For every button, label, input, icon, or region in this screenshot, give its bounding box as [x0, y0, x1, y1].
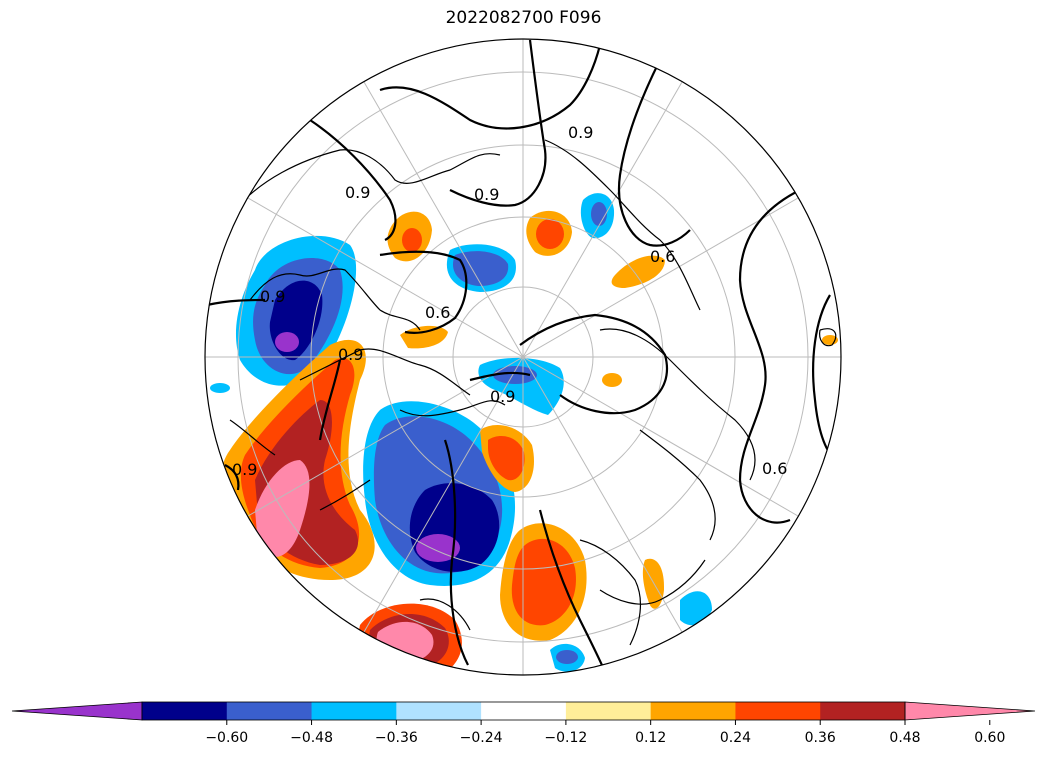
colorbar-tick-label: 0.24: [720, 730, 751, 746]
positive-anomaly-region: [402, 228, 422, 252]
colorbar-tick-label: −0.24: [460, 730, 503, 746]
negative-anomaly-region: [210, 383, 230, 393]
contour-label: 0.9: [345, 183, 370, 202]
colorbar-segment: [311, 702, 397, 720]
colorbar-tick-label: −0.36: [375, 730, 418, 746]
colorbar-tick-label: 0.60: [974, 730, 1005, 746]
colorbar-segment: [820, 702, 906, 720]
colorbar-tick-label: −0.12: [544, 730, 587, 746]
colorbar-segment: [481, 702, 567, 720]
colorbar-ticks: −0.60 −0.48 −0.36 −0.24 −0.12 0.12 0.24 0.36 0.4…: [205, 720, 1005, 746]
positive-anomaly-region: [611, 255, 665, 288]
contour-label: 0.9: [338, 345, 363, 364]
contour-label: 0.6: [425, 303, 450, 322]
positive-anomaly-region: [536, 219, 564, 249]
polar-map: 0.9 0.9 0.6 0.9 0.9 0.6 0.6 0.9 0.9 0.9: [204, 38, 842, 676]
extreme-positive-region: [376, 621, 434, 662]
colorbar-tick-label: 0.12: [635, 730, 666, 746]
positive-anomaly-region: [488, 436, 525, 481]
colorbar-outline: [141, 701, 906, 721]
extreme-negative-region: [275, 332, 299, 352]
colorbar-tick-label: −0.48: [290, 730, 333, 746]
colorbar-segment: [735, 702, 821, 720]
graticule: [205, 39, 841, 675]
contour-label: 0.6: [762, 459, 787, 478]
negative-anomaly-region: [680, 591, 712, 626]
positive-anomaly-region: [400, 325, 448, 349]
positive-anomaly-region: [602, 373, 622, 387]
negative-anomaly-region: [493, 366, 537, 384]
colorbar-segment: [226, 702, 313, 720]
extreme-negative-region: [416, 534, 460, 562]
contour-label: 0.9: [474, 185, 499, 204]
colorbar-segments: [11, 701, 1036, 721]
anomaly-shading: [210, 193, 838, 675]
colorbar-segment: [650, 702, 736, 720]
contour-lines: [206, 39, 836, 673]
extreme-positive-region: [255, 460, 310, 557]
colorbar-segment: [396, 702, 482, 720]
positive-anomaly-region: [511, 538, 576, 626]
colorbar-segment: [565, 702, 652, 720]
colorbar-extend-low: [11, 701, 143, 721]
map-boundary: [204, 38, 842, 676]
contour-label: 0.9: [232, 460, 257, 479]
map-disk: 0.9 0.9 0.6 0.9 0.9 0.6 0.6 0.9 0.9 0.9: [205, 39, 841, 675]
colorbar-tick-label: 0.36: [805, 730, 836, 746]
contour-label: 0.9: [260, 287, 285, 306]
colorbar-extend-high: [904, 701, 1036, 721]
negative-anomaly-region: [591, 202, 607, 226]
map-title: 2022082700 F096: [445, 8, 602, 28]
positive-anomaly-region: [642, 558, 665, 609]
contour-label: 0.6: [650, 247, 675, 266]
contour-label: 0.9: [490, 387, 515, 406]
coastlines: [229, 139, 837, 646]
contour-labels: 0.9 0.9 0.6 0.9 0.9 0.6 0.6 0.9 0.9 0.9: [232, 123, 787, 479]
colorbar: −0.60 −0.48 −0.36 −0.24 −0.12 0.12 0.24 0.36 0.4…: [11, 701, 1036, 746]
contour-label: 0.9: [568, 123, 593, 142]
negative-anomaly-region: [556, 650, 578, 664]
colorbar-tick-label: −0.60: [205, 730, 248, 746]
colorbar-segment: [142, 702, 228, 720]
colorbar-tick-label: 0.48: [889, 730, 920, 746]
